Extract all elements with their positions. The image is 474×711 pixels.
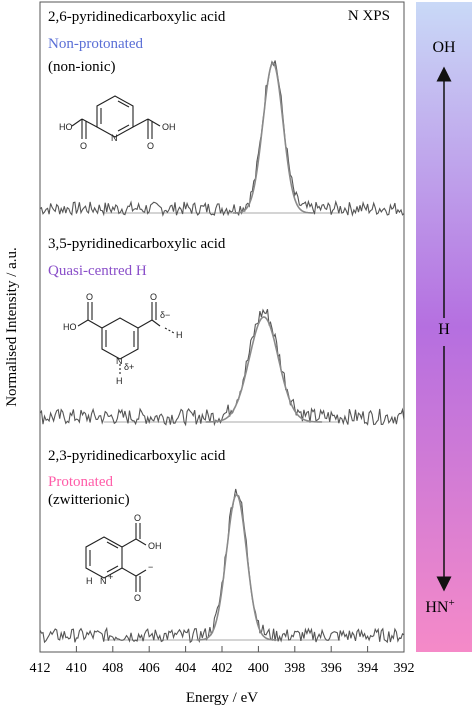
structure-2-labels: HO O O δ− H N δ+ H <box>63 292 183 386</box>
structure-3-label: O <box>134 513 141 523</box>
structure-1-label: N <box>111 133 118 143</box>
x-tick-label: 410 <box>66 661 87 676</box>
sidebar-bottom-label-main: HN <box>425 599 449 616</box>
sidebar-bottom-label: HN+ <box>425 597 454 616</box>
structure-1-label: O <box>80 141 87 151</box>
x-tick-label: 394 <box>357 661 378 676</box>
spectra <box>39 60 405 644</box>
spectrum-data-1 <box>39 60 405 217</box>
x-tick-label: 408 <box>102 661 123 676</box>
structure-1-label: OH <box>162 122 176 132</box>
panel-3-state: Protonated <box>48 474 113 490</box>
structure-2-label: H <box>116 376 123 386</box>
x-axis-label: Energy / eV <box>186 690 258 706</box>
sidebar-top-label: OH <box>432 39 456 56</box>
spectrum-fit-3 <box>196 493 277 641</box>
panel-3-compound: 2,3-pyridinedicarboxylic acid <box>48 448 226 464</box>
structure-3-label: H <box>86 576 93 586</box>
panel-1-text: 2,6-pyridinedicarboxylic acid Non-proton… <box>48 9 226 75</box>
panel-2-state: Quasi-centred H <box>48 263 147 279</box>
panel-1-state: Non-protonated <box>48 36 143 52</box>
structure-2-label: H <box>176 330 183 340</box>
structure-3-label: − <box>148 562 153 572</box>
spectrum-fit-1 <box>232 62 313 214</box>
panel-1-note: (non-ionic) <box>48 59 115 75</box>
spectrum-fit-2 <box>205 316 323 423</box>
structure-2-label: O <box>86 292 93 302</box>
panel-1-compound: 2,6-pyridinedicarboxylic acid <box>48 9 226 25</box>
y-axis-label: Normalised Intensity / a.u. <box>4 247 20 407</box>
structure-1-labels: HO OH O O N <box>59 122 176 151</box>
structure-2-label: HO <box>63 322 77 332</box>
structure-1 <box>71 95 161 139</box>
x-tick-label: 406 <box>139 661 160 676</box>
spectrum-data-2 <box>39 308 405 427</box>
sidebar-middle-label: H <box>438 321 450 338</box>
x-tick-label: 402 <box>212 661 233 676</box>
x-tick-label: 400 <box>248 661 269 676</box>
panel-2-text: 3,5-pyridinedicarboxylic acid Quasi-cent… <box>48 236 226 279</box>
panel-3-text: 2,3-pyridinedicarboxylic acid Protonated… <box>48 448 226 508</box>
structure-3-label: + <box>108 572 113 582</box>
x-tick-label: 412 <box>30 661 51 676</box>
structure-1-label: HO <box>59 122 73 132</box>
x-tick-label: 404 <box>175 661 196 676</box>
structure-3-label: N <box>100 576 107 586</box>
sidebar-bottom-label-sup: + <box>448 597 454 609</box>
structure-3-label: OH <box>148 541 162 551</box>
structure-3-label: O <box>134 593 141 603</box>
structure-2 <box>77 302 175 374</box>
plot-label: N XPS <box>348 8 390 24</box>
spectrum-data-3 <box>39 488 405 644</box>
plot-frame <box>39 1 405 653</box>
panel-2-compound: 3,5-pyridinedicarboxylic acid <box>48 236 226 252</box>
structure-3-labels: OH O O − N H + <box>86 513 162 603</box>
x-tick-label: 392 <box>394 661 415 676</box>
structure-2-label: δ− <box>160 310 170 320</box>
structure-1-label: O <box>147 141 154 151</box>
structure-2-label: O <box>150 292 157 302</box>
structure-2-label: δ+ <box>124 362 134 372</box>
structure-3 <box>85 523 147 592</box>
structure-2-label: N <box>116 356 123 366</box>
panel-3-note: (zwitterionic) <box>48 492 130 508</box>
x-axis: 412 410 408 406 404 402 400 398 396 394 392 <box>30 646 415 676</box>
x-tick-label: 396 <box>321 661 342 676</box>
x-tick-label: 398 <box>284 661 305 676</box>
